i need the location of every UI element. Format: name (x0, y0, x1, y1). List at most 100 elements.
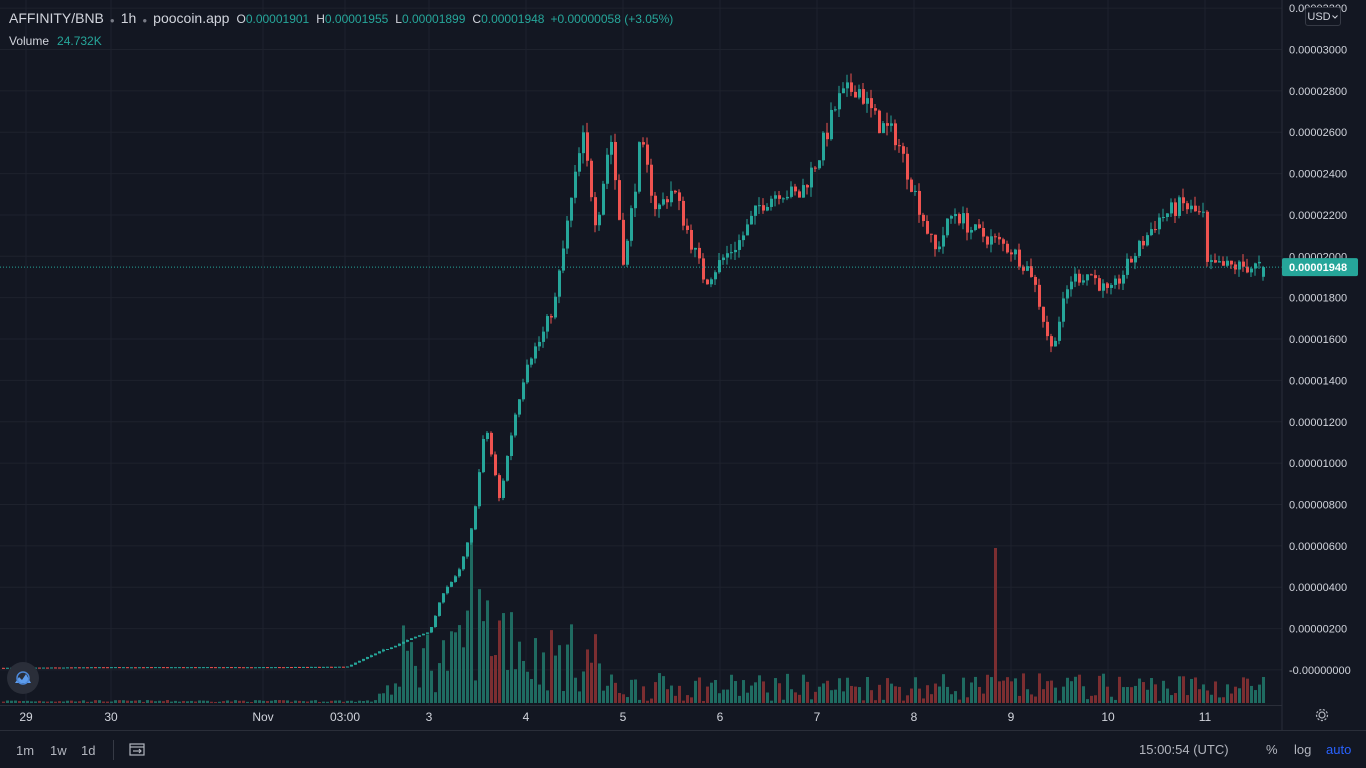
candle-body (962, 213, 965, 224)
candle-body (66, 667, 69, 669)
candle-body (978, 224, 981, 228)
volume-bar (766, 692, 769, 703)
volume-bar (278, 700, 281, 703)
percent-toggle[interactable]: % (1266, 742, 1278, 757)
price-tick-label: 0.00002200 (1289, 210, 1347, 222)
volume-bar (110, 701, 113, 703)
candle-body (834, 109, 837, 111)
candle-body (754, 205, 757, 216)
candle-body (162, 667, 165, 669)
volume-bar (746, 692, 749, 703)
volume-bar (850, 685, 853, 703)
candle-body (1222, 261, 1225, 266)
candle-body (1182, 197, 1185, 204)
volume-bar (802, 674, 805, 703)
volume-bar (870, 690, 873, 703)
candle-body (742, 235, 745, 241)
volume-bar (594, 634, 597, 703)
candle-body (914, 190, 917, 192)
interval-label[interactable]: 1h (120, 10, 137, 26)
volume-bar (466, 610, 469, 703)
candle-body (106, 667, 109, 669)
volume-bar (330, 700, 333, 703)
currency-select[interactable]: USD (1305, 7, 1341, 26)
log-toggle[interactable]: log (1294, 742, 1312, 757)
volume-bar (806, 681, 809, 703)
candle-body (138, 667, 141, 669)
volume-bar (718, 693, 721, 703)
volume-bar (406, 650, 409, 703)
candle-body (862, 89, 865, 104)
timeframe-1w[interactable]: 1w (50, 743, 67, 758)
candle-body (1006, 243, 1009, 253)
volume-bar (882, 699, 885, 703)
volume-bar (1022, 673, 1025, 703)
auto-toggle[interactable]: auto (1326, 742, 1352, 757)
candle-body (402, 641, 405, 644)
candle-body (1234, 264, 1237, 270)
volume-bar (634, 679, 637, 703)
volume-bar (1210, 694, 1213, 703)
volume-bars (2, 528, 1265, 703)
volume-bar (862, 700, 865, 703)
volume-bar (666, 689, 669, 703)
candle-body (542, 331, 545, 342)
volume-bar (494, 654, 497, 703)
volume-bar (758, 675, 761, 703)
price-axis[interactable]: 0.000032000.000030000.000028000.00002600… (1281, 0, 1366, 730)
volume-bar (1166, 688, 1169, 703)
candle-body (130, 667, 133, 669)
volume-bar (994, 548, 997, 703)
date-range-icon[interactable] (128, 741, 146, 757)
timeframe-1d[interactable]: 1d (81, 743, 96, 758)
candle-body (766, 206, 769, 211)
candle-body (326, 666, 329, 668)
volume-bar (1058, 700, 1061, 703)
volume-bar (362, 700, 365, 703)
volume-bar (54, 701, 57, 703)
candle-body (890, 123, 893, 126)
volume-bar (1038, 673, 1041, 703)
volume-bar (370, 701, 373, 703)
candle-body (606, 154, 609, 184)
volume-bar (258, 700, 261, 703)
candle-body (1086, 274, 1089, 281)
volume-bar (534, 638, 537, 703)
volume-bar (422, 648, 425, 703)
volume-bar (1030, 694, 1033, 703)
candle-body (1210, 260, 1213, 262)
time-axis[interactable]: 29 30 Nov 03:00 3 4 5 6 7 8 9 10 11 (19, 710, 1211, 724)
volume-bar (866, 676, 869, 703)
volume-bar (518, 641, 521, 703)
candle-body (354, 662, 357, 665)
candle-body (90, 667, 93, 669)
candle-body (486, 432, 489, 439)
volume-bar (1118, 676, 1121, 703)
candle-body (330, 666, 333, 668)
volume-bar (1246, 678, 1249, 703)
utc-clock[interactable]: 15:00:54 (UTC) (1139, 742, 1229, 757)
candle-body (886, 123, 889, 126)
volume-bar (498, 620, 501, 703)
candle-body (278, 667, 281, 669)
candle-body (538, 341, 541, 347)
candle-body (438, 602, 441, 616)
volume-bar (94, 700, 97, 703)
volume-bar (478, 589, 481, 703)
candlestick-chart[interactable]: 0.000032000.000030000.000028000.00002600… (0, 0, 1366, 730)
symbol-name[interactable]: AFFINITY/BNB (9, 10, 104, 26)
volume-bar (1138, 678, 1141, 703)
candle-body (298, 666, 301, 668)
volume-bar (1074, 676, 1077, 703)
candle-body (274, 667, 277, 669)
volume-bar (294, 700, 297, 703)
volume-bar (6, 700, 9, 703)
volume-bar (282, 700, 285, 703)
volume-bar (506, 669, 509, 703)
candle-body (906, 153, 909, 180)
volume-bar (622, 694, 625, 703)
timeframe-1m[interactable]: 1m (16, 743, 35, 758)
tradingview-logo[interactable] (7, 662, 39, 694)
gear-icon[interactable] (1314, 707, 1330, 723)
volume-bar (98, 700, 101, 703)
